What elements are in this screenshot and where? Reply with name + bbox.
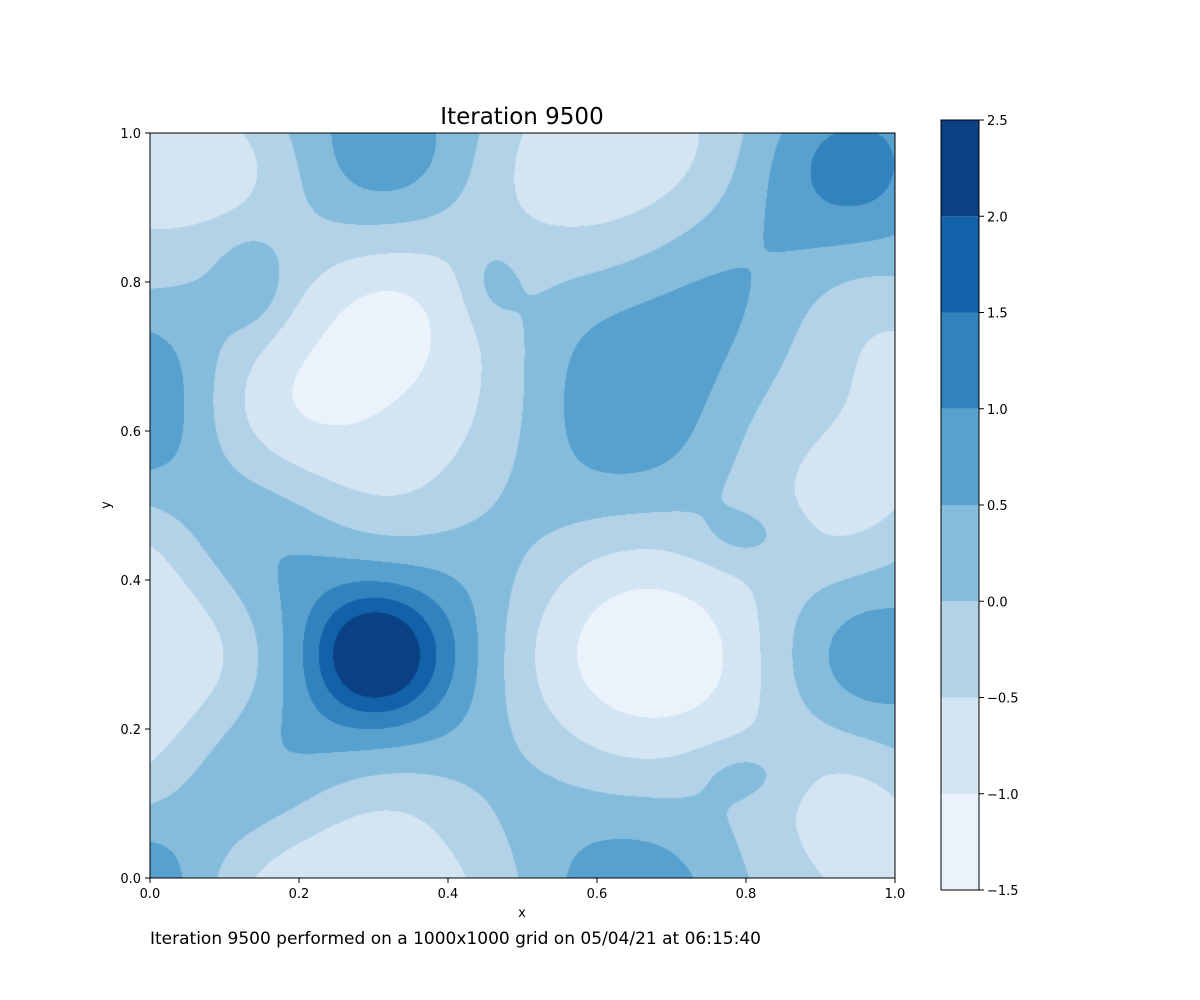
- y-tick-label: 0.0: [120, 872, 141, 887]
- x-tick-label: 0.2: [289, 887, 310, 902]
- colorbar-tick-label: 0.5: [987, 499, 1008, 514]
- colorbar-band: [941, 505, 979, 602]
- y-axis-label: y: [99, 501, 114, 509]
- x-tick-label: 0.6: [587, 887, 608, 902]
- x-axis-label: x: [518, 906, 526, 921]
- caption: Iteration 9500 performed on a 1000x1000 …: [150, 929, 761, 949]
- colorbar-band: [941, 793, 979, 890]
- x-tick-label: 0.8: [736, 887, 757, 902]
- colorbar-tick-label: 2.5: [987, 114, 1008, 129]
- colorbar-tick-label: 0.0: [987, 595, 1008, 610]
- colorbar-band: [941, 312, 979, 409]
- colorbar-tick-label: −0.5: [987, 692, 1019, 707]
- y-tick-label: 1.0: [120, 127, 141, 142]
- colorbar: −1.5 −1.0 −0.5 0.0 0.5 1.0 1.5 2.0 2.5: [940, 114, 1019, 899]
- colorbar-tick-label: 1.5: [987, 307, 1008, 322]
- y-tick-label: 0.4: [120, 574, 141, 589]
- x-axis: 0.0 0.2 0.4 0.6 0.8 1.0: [140, 878, 906, 902]
- colorbar-band: [941, 120, 979, 217]
- plot-frame: [149, 132, 896, 879]
- y-tick-label: 0.6: [120, 425, 141, 440]
- colorbar-tick-label: −1.0: [987, 788, 1019, 803]
- y-tick-label: 0.8: [120, 276, 141, 291]
- y-axis: 0.0 0.2 0.4 0.6 0.8 1.0: [120, 127, 150, 887]
- colorbar-tick-label: 1.0: [987, 403, 1008, 418]
- plot-area: [149, 132, 896, 879]
- x-tick-label: 1.0: [885, 887, 906, 902]
- chart-title: Iteration 9500: [440, 104, 603, 130]
- colorbar-band: [941, 697, 979, 794]
- colorbar-tick-label: −1.5: [987, 884, 1019, 899]
- y-tick-label: 0.2: [120, 723, 141, 738]
- colorbar-band: [941, 216, 979, 313]
- colorbar-band: [941, 408, 979, 505]
- colorbar-tick-label: 2.0: [987, 210, 1008, 225]
- x-tick-label: 0.4: [438, 887, 459, 902]
- colorbar-band: [941, 601, 979, 698]
- contour-field: [150, 133, 895, 878]
- x-tick-label: 0.0: [140, 887, 161, 902]
